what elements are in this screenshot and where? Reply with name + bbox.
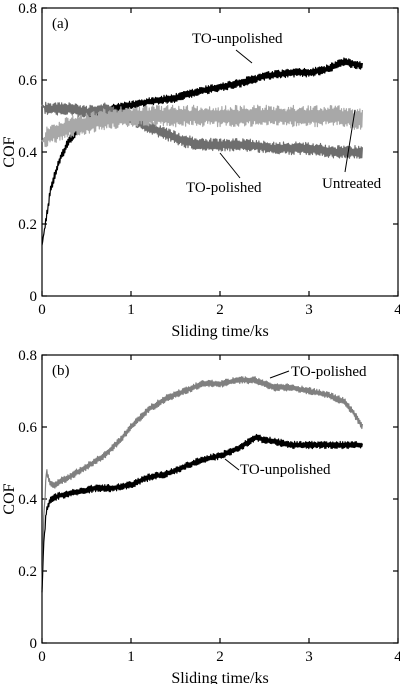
annotation-leader-line: [269, 370, 290, 379]
y-tick-label: 0: [30, 289, 38, 305]
series-line-to-polished: [41, 101, 363, 159]
panel-label: (b): [52, 363, 70, 379]
y-tick-label: 0.4: [18, 492, 37, 508]
y-axis-title: COF: [1, 483, 18, 514]
y-tick-label: 0.6: [18, 420, 37, 436]
series-line-untreated: [41, 104, 363, 148]
x-tick-label: 3: [305, 649, 313, 665]
chart-panel-a: 0 1 2 3 4 0 0.2 0.4 0.6 0.8 Sliding time/ks COF (a) T…: [1, 1, 400, 340]
annotation-leader-line: [219, 152, 241, 179]
annotation-label: TO-unpolished: [192, 31, 283, 47]
x-tick-label: 4: [394, 649, 400, 665]
series-line-to-unpolished: [41, 433, 363, 593]
y-tick-label: 0: [30, 636, 38, 652]
y-tick-label: 0.8: [18, 1, 37, 17]
annotation-label: TO-unpolished: [240, 462, 331, 478]
y-axis-title: COF: [1, 136, 18, 167]
y-tick-label: 0.8: [18, 348, 37, 364]
annotation-leader-line: [224, 458, 240, 471]
annotation-label: TO-polished: [186, 180, 262, 196]
chart-panel-b: 0 1 2 3 4 0 0.2 0.4 0.6 0.8 Sliding time/ks COF (b) T…: [1, 348, 400, 684]
x-tick-label: 3: [305, 302, 313, 318]
annotation-leader-line: [344, 109, 356, 173]
x-tick-label: 4: [394, 302, 400, 318]
x-tick-label: 1: [127, 649, 135, 665]
x-tick-label: 0: [38, 649, 46, 665]
annotation-leader-line: [235, 49, 253, 64]
x-tick-label: 0: [38, 302, 46, 318]
panel-label: (a): [52, 16, 69, 32]
y-tick-label: 0.4: [18, 145, 37, 161]
x-tick-label: 2: [216, 302, 224, 318]
y-tick-label: 0.6: [18, 73, 37, 89]
x-tick-label: 1: [127, 302, 135, 318]
annotation-label: TO-polished: [291, 364, 367, 380]
x-axis-title: Sliding time/ks: [171, 670, 268, 684]
y-tick-label: 0.2: [18, 564, 37, 580]
y-tick-label: 0.2: [18, 217, 37, 233]
annotation-label: Untreated: [322, 176, 382, 192]
x-tick-label: 2: [216, 649, 224, 665]
series-line-to-polished: [41, 376, 363, 589]
x-axis-title: Sliding time/ks: [171, 323, 268, 340]
plot-frame: [41, 354, 399, 644]
